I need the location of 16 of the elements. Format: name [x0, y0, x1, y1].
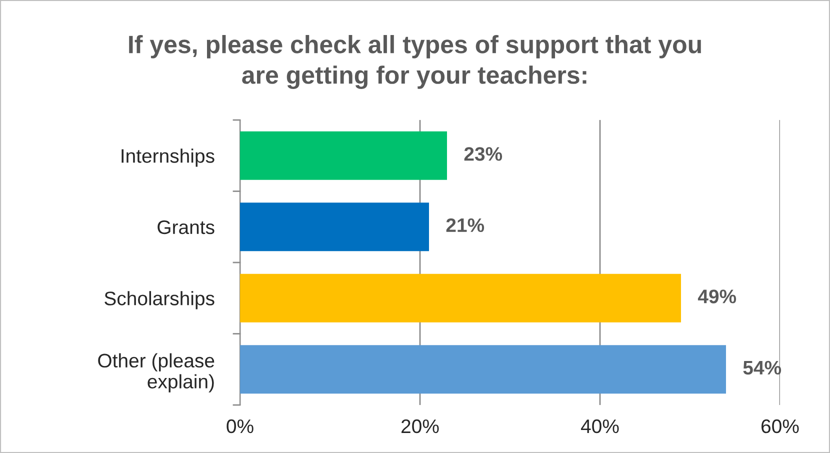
data-label: 23%	[464, 147, 502, 161]
x-tick-label: 0%	[226, 419, 254, 434]
y-tick-label: Other (please explain)	[98, 353, 214, 392]
y-tick-label: Internships	[122, 148, 214, 167]
data-label: 49%	[698, 290, 736, 304]
y-tick-label: Grants	[158, 220, 214, 234]
x-tick-label: 20%	[402, 419, 439, 434]
chart-title: If yes, please check all types of support that you are getting for your teachers:	[129, 35, 701, 89]
bar	[240, 274, 681, 322]
data-label: 21%	[446, 218, 484, 232]
bar	[240, 202, 429, 252]
x-tick-label: 60%	[762, 419, 799, 434]
x-tick-label: 40%	[580, 419, 619, 434]
bar	[240, 131, 447, 180]
y-tick-label: Scholarships	[104, 291, 214, 310]
bar	[240, 345, 726, 394]
